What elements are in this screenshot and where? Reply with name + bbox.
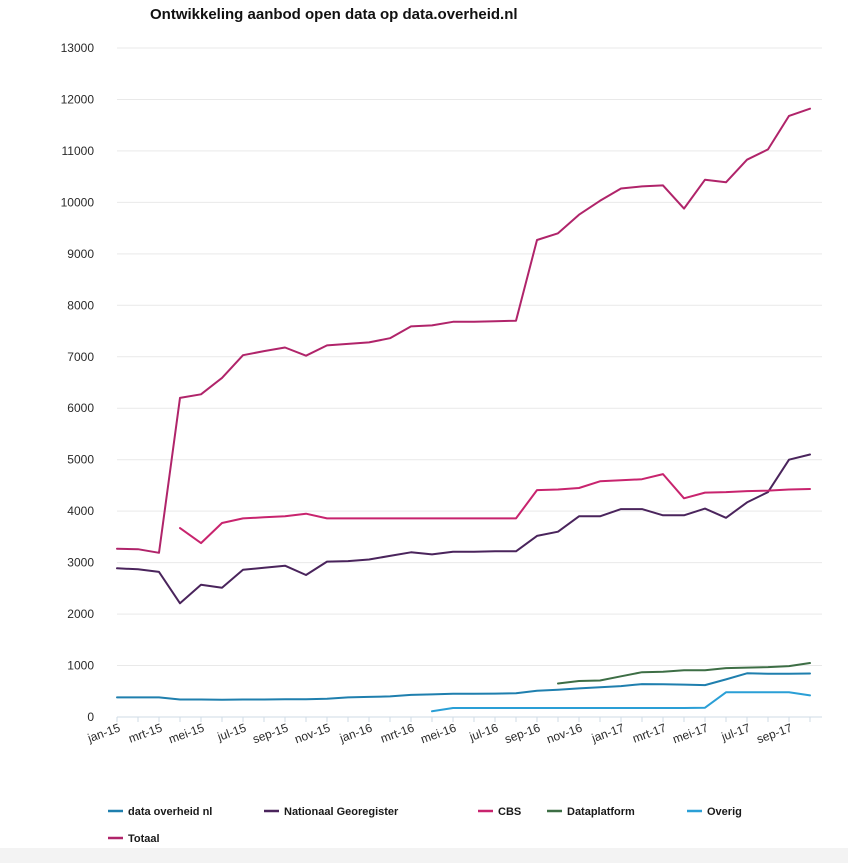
y-tick-label: 2000 [67, 607, 94, 621]
series-line-totaal [116, 107, 811, 554]
series-lines [116, 107, 811, 713]
legend-label-overig: Overig [707, 806, 742, 818]
y-tick-label: 3000 [67, 556, 94, 570]
y-tick-label: 5000 [67, 453, 94, 467]
y-axis: 0 1000 2000 3000 4000 5000 6000 7000 8000 9000 100… [61, 41, 95, 724]
y-tick-label: 7000 [67, 350, 94, 364]
x-tick-label: mrt-17 [631, 721, 669, 746]
y-tick-label: 4000 [67, 504, 94, 518]
x-tick-label: jan-17 [589, 721, 626, 746]
x-tick-label: mei-17 [671, 721, 711, 747]
x-axis: jan-15 mrt-15 mei-15 jul-15 sep-15 nov-15 jan-… [85, 716, 822, 747]
gridlines [117, 47, 822, 667]
x-tick-label: sep-17 [755, 721, 795, 747]
x-tick-label: jul-16 [467, 721, 501, 745]
y-tick-label: 11000 [62, 144, 95, 158]
x-tick-label: jul-17 [719, 721, 753, 745]
x-tick-label: mrt-15 [127, 721, 165, 746]
x-tick-label: mei-15 [167, 721, 207, 747]
x-tick-label: sep-15 [251, 721, 291, 747]
chart-title: Ontwikkeling aanbod open data op data.ov… [150, 6, 518, 23]
y-tick-label: 8000 [67, 298, 94, 312]
x-tick-label: nov-16 [545, 721, 585, 747]
series-line-nationaal-georegister [116, 453, 811, 605]
x-tick-label: jul-15 [215, 721, 249, 745]
y-tick-label: 0 [87, 710, 94, 724]
y-tick-label: 10000 [61, 195, 95, 209]
x-tick-label: mrt-16 [379, 721, 417, 746]
x-tick-label: nov-15 [293, 721, 333, 747]
series-line-data-overheid-nl [116, 672, 811, 701]
y-tick-label: 12000 [61, 92, 95, 106]
x-tick-label: sep-16 [503, 721, 543, 747]
y-tick-label: 9000 [67, 247, 94, 261]
legend-label-data-overheid-nl: data overheid nl [128, 806, 212, 818]
y-tick-label: 1000 [67, 659, 94, 673]
legend-label-dataplatform: Dataplatform [567, 806, 635, 818]
series-line-cbs [179, 473, 811, 545]
x-tick-label: jan-15 [85, 721, 122, 746]
legend-label-cbs: CBS [498, 806, 521, 818]
y-tick-label: 6000 [67, 401, 94, 415]
bottom-strip [0, 848, 848, 863]
legend-label-nationaal-georegister: Nationaal Georegister [284, 806, 399, 818]
legend-label-totaal: Totaal [128, 833, 160, 845]
series-line-overig [431, 691, 811, 713]
x-tick-label: mei-16 [419, 721, 459, 747]
y-tick-label: 13000 [61, 41, 95, 55]
x-tick-label: jan-16 [337, 721, 374, 746]
legend: data overheid nl Nationaal Georegister CBS… [108, 806, 742, 845]
series-line-dataplatform [557, 662, 811, 685]
